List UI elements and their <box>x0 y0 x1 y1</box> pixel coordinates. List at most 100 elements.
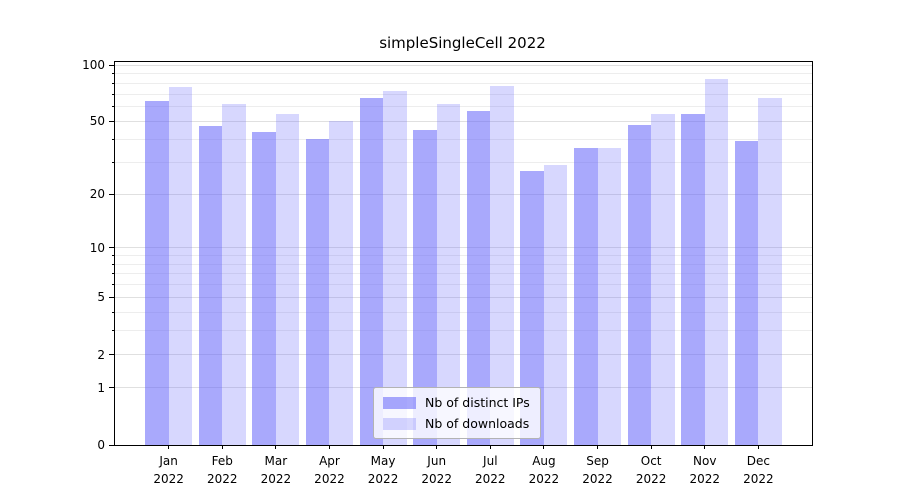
y-minortick-7 <box>112 273 115 275</box>
legend-entry-distinct-ips: Nb of distinct IPs <box>383 395 530 410</box>
y-tick-20 <box>109 193 115 195</box>
bar-distinct-ips-mar <box>252 131 276 445</box>
chart-title: simpleSingleCell 2022 <box>379 34 546 52</box>
x-tick-label-apr: Apr 2022 <box>314 454 345 486</box>
x-tick-label-mar: Mar 2022 <box>260 454 292 486</box>
gridline-minor-6 <box>115 284 812 286</box>
y-minortick-30 <box>112 161 115 163</box>
x-tick-jun <box>436 445 438 449</box>
y-tick-label-0: 0 <box>97 438 105 452</box>
y-minortick-60 <box>112 106 115 108</box>
gridline-major-100 <box>115 64 812 66</box>
gridline-minor-30 <box>115 161 812 163</box>
legend-swatch-downloads <box>383 417 416 430</box>
gridline-minor-80 <box>115 82 812 84</box>
bar-distinct-ips-dec <box>734 141 759 445</box>
legend-swatch-distinct-ips <box>383 396 416 409</box>
x-tick-label-nov: Nov 2022 <box>689 454 721 486</box>
bar-downloads-apr <box>329 121 353 445</box>
bar-downloads-dec <box>758 97 782 445</box>
y-minortick-70 <box>112 93 115 95</box>
y-tick-label-20: 20 <box>89 187 105 202</box>
x-tick-may <box>382 445 384 449</box>
gridline-major-2 <box>115 354 812 356</box>
gridline-minor-40 <box>115 138 812 140</box>
gridline-minor-8 <box>115 263 812 265</box>
y-minortick-8 <box>112 263 115 265</box>
x-tick-label-jan: Jan 2022 <box>153 454 184 486</box>
bar-downloads-feb <box>222 103 246 445</box>
x-tick-apr <box>328 445 330 449</box>
gridline-minor-90 <box>115 73 812 75</box>
bar-distinct-ips-nov <box>681 113 705 445</box>
legend-label-distinct-ips: Nb of distinct IPs <box>425 395 530 410</box>
gridline-minor-60 <box>115 106 812 108</box>
bar-downloads-oct <box>651 113 675 445</box>
y-minortick-9 <box>112 254 115 256</box>
x-tick-label-jun: Jun 2022 <box>421 454 452 486</box>
bar-distinct-ips-may <box>359 97 384 445</box>
gridline-major-5 <box>115 296 812 298</box>
y-tick-label-100: 100 <box>82 58 105 72</box>
x-tick-label-oct: Oct 2022 <box>635 454 667 486</box>
gridline-minor-9 <box>115 254 812 256</box>
bar-downloads-jul <box>490 86 514 445</box>
legend-label-downloads: Nb of downloads <box>425 416 530 431</box>
bar-downloads-jan <box>168 87 193 445</box>
bar-distinct-ips-feb <box>198 126 223 445</box>
plot-area: 100 50 20 10 5 2 1 0 Jan 2022 Feb 2022 Mar 2022 Apr… <box>82 58 813 486</box>
x-tick-sep <box>597 445 599 449</box>
y-minortick-90 <box>112 73 115 75</box>
bar-distinct-ips-aug <box>520 170 544 445</box>
x-tick-label-jul: Jul 2022 <box>475 454 506 486</box>
y-minortick-4 <box>112 311 115 313</box>
gridline-minor-7 <box>115 273 812 275</box>
x-tick-oct <box>650 445 652 449</box>
y-minortick-80 <box>112 82 115 84</box>
x-tick-label-dec: Dec 2022 <box>743 454 774 486</box>
x-tick-mar <box>275 445 277 449</box>
gridline-major-20 <box>115 193 812 195</box>
y-tick-label-1: 1 <box>97 380 105 395</box>
bar-distinct-ips-sep <box>574 147 598 445</box>
y-tick-label-5: 5 <box>97 290 105 305</box>
bar-distinct-ips-apr <box>305 139 330 445</box>
y-minortick-3 <box>112 330 115 332</box>
x-tick-label-feb: Feb 2022 <box>206 454 238 486</box>
y-tick-1 <box>109 387 115 389</box>
y-tick-label-2: 2 <box>97 347 105 362</box>
y-tick-label-10: 10 <box>89 240 105 255</box>
x-tick-aug <box>543 445 545 449</box>
y-tick-100 <box>109 64 115 66</box>
bar-downloads-jun <box>436 103 461 445</box>
x-tick-jan <box>168 445 170 449</box>
y-tick-5 <box>109 296 115 298</box>
y-tick-label-50: 50 <box>89 114 105 129</box>
legend-entry-downloads: Nb of downloads <box>383 416 530 431</box>
x-tick-feb <box>221 445 223 449</box>
y-minortick-6 <box>112 284 115 286</box>
x-tick-jul <box>489 445 491 449</box>
x-tick-label-aug: Aug 2022 <box>528 454 560 486</box>
bar-distinct-ips-oct <box>627 124 652 445</box>
x-tick-dec <box>757 445 759 449</box>
bar-downloads-sep <box>597 147 622 445</box>
bar-downloads-mar <box>275 113 300 445</box>
x-tick-label-may: May 2022 <box>367 454 399 486</box>
x-tick-label-sep: Sep 2022 <box>582 454 613 486</box>
bar-downloads-nov <box>704 79 729 445</box>
x-tick-nov <box>704 445 706 449</box>
legend: Nb of distinct IPs Nb of downloads <box>373 387 541 439</box>
y-tick-10 <box>109 247 115 249</box>
y-tick-50 <box>109 120 115 122</box>
bar-distinct-ips-jul <box>466 110 491 445</box>
gridline-minor-3 <box>115 330 812 332</box>
bar-distinct-ips-jan <box>145 101 169 445</box>
y-minortick-40 <box>112 138 115 140</box>
gridline-minor-70 <box>115 93 812 95</box>
gridline-minor-4 <box>115 311 812 313</box>
y-tick-0 <box>109 444 115 446</box>
y-tick-2 <box>109 354 115 356</box>
bar-distinct-ips-jun <box>413 129 437 445</box>
